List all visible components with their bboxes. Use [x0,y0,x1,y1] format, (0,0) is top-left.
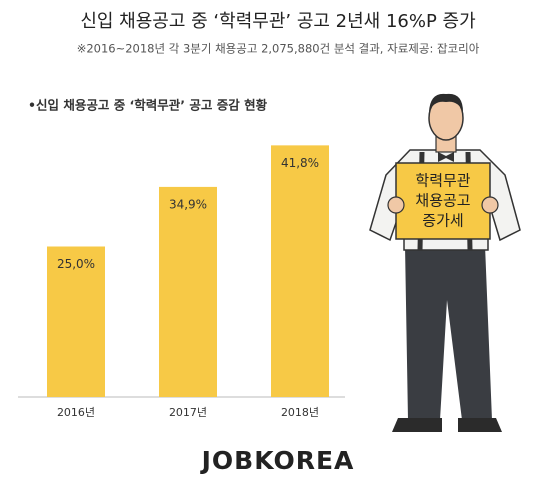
bar [159,186,217,397]
man-illustration [369,93,521,432]
value-label: 25,0% [57,257,95,271]
value-label: 41,8% [281,156,319,170]
x-tick-label: 2016년 [57,406,95,419]
sign-text: 채용공고 [415,192,470,210]
chart-title: •신입 채용공고 중 ‘학력무관’ 공고 증감 현황 [28,98,268,113]
sign-text: 학력무관 [415,172,470,190]
bar [271,145,329,397]
value-label: 34,9% [169,197,207,211]
subtitle: ※2016~2018년 각 3분기 채용공고 2,075,880건 분석 결과,… [77,42,480,56]
bar [47,246,105,397]
x-tick-label: 2018년 [281,406,319,419]
x-tick-label: 2017년 [169,406,207,419]
sign-text: 증가세 [422,212,463,230]
title: 신입 채용공고 중 ‘학력무관’ 공고 2년새 16%P 증가 [80,11,475,32]
brand: JOBKOREA [200,446,355,475]
